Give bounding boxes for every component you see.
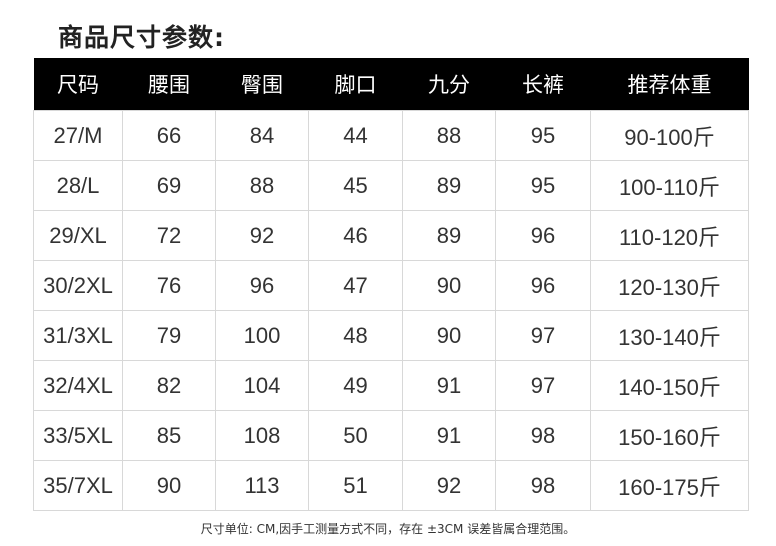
table-cell: 140-150斤 [590, 360, 749, 411]
table-cell: 92 [402, 460, 496, 511]
table-cell: 76 [122, 260, 216, 311]
table-cell: 160-175斤 [590, 460, 749, 511]
table-cell: 120-130斤 [590, 260, 749, 311]
table-cell: 96 [495, 210, 591, 261]
page-title: 商品尺寸参数: [58, 23, 225, 52]
table-cell: 48 [308, 310, 403, 361]
table-cell: 95 [495, 160, 591, 211]
table-cell: 45 [308, 160, 403, 211]
table-cell: 97 [495, 310, 591, 361]
table-cell: 100 [215, 310, 309, 361]
table-cell: 113 [215, 460, 309, 511]
table-cell: 29/XL [33, 210, 123, 261]
table-cell: 98 [495, 460, 591, 511]
table-cell: 85 [122, 410, 216, 461]
table-cell: 79 [122, 310, 216, 361]
column-header: 推荐体重 [590, 58, 749, 111]
column-header: 臀围 [215, 58, 309, 111]
table-cell: 110-120斤 [590, 210, 749, 261]
table-cell: 92 [215, 210, 309, 261]
table-cell: 46 [308, 210, 403, 261]
table-row: 27/M 66 84 44 88 95 90-100斤 [33, 110, 749, 161]
table-cell: 98 [495, 410, 591, 461]
table-cell: 96 [495, 260, 591, 311]
table-row: 32/4XL 82 104 49 91 97 140-150斤 [33, 360, 749, 411]
table-cell: 100-110斤 [590, 160, 749, 211]
table-cell: 88 [402, 110, 496, 161]
table-cell: 90 [402, 260, 496, 311]
size-table: 尺码 腰围 臀围 脚口 九分 长裤 推荐体重 27/M 66 84 44 88 95 90-100斤 28… [33, 58, 749, 511]
table-row: 33/5XL 85 108 50 91 98 150-160斤 [33, 410, 749, 461]
table-cell: 90-100斤 [590, 110, 749, 161]
table-cell: 44 [308, 110, 403, 161]
table-cell: 33/5XL [33, 410, 123, 461]
table-cell: 84 [215, 110, 309, 161]
table-cell: 27/M [33, 110, 123, 161]
table-cell: 130-140斤 [590, 310, 749, 361]
column-header: 腰围 [122, 58, 216, 111]
table-cell: 95 [495, 110, 591, 161]
table-cell: 89 [402, 210, 496, 261]
table-cell: 90 [122, 460, 216, 511]
table-cell: 28/L [33, 160, 123, 211]
column-header: 脚口 [308, 58, 403, 111]
table-cell: 91 [402, 360, 496, 411]
table-cell: 104 [215, 360, 309, 411]
table-cell: 150-160斤 [590, 410, 749, 461]
table-row: 35/7XL 90 113 51 92 98 160-175斤 [33, 460, 749, 511]
column-header: 九分 [402, 58, 496, 111]
table-cell: 96 [215, 260, 309, 311]
table-row: 29/XL 72 92 46 89 96 110-120斤 [33, 210, 749, 261]
table-cell: 35/7XL [33, 460, 123, 511]
measurement-note: 尺寸单位: CM,因手工测量方式不同，存在 ±3CM 误差皆属合理范围。 [200, 522, 576, 536]
table-header-row: 尺码 腰围 臀围 脚口 九分 长裤 推荐体重 [33, 58, 749, 111]
table-row: 31/3XL 79 100 48 90 97 130-140斤 [33, 310, 749, 361]
table-cell: 69 [122, 160, 216, 211]
table-cell: 30/2XL [33, 260, 123, 311]
table-cell: 72 [122, 210, 216, 261]
table-cell: 66 [122, 110, 216, 161]
table-cell: 97 [495, 360, 591, 411]
table-row: 28/L 69 88 45 89 95 100-110斤 [33, 160, 749, 211]
table-row: 30/2XL 76 96 47 90 96 120-130斤 [33, 260, 749, 311]
table-cell: 31/3XL [33, 310, 123, 361]
column-header: 长裤 [495, 58, 591, 111]
table-cell: 91 [402, 410, 496, 461]
table-cell: 49 [308, 360, 403, 411]
table-cell: 32/4XL [33, 360, 123, 411]
column-header: 尺码 [33, 58, 123, 111]
table-cell: 89 [402, 160, 496, 211]
table-cell: 51 [308, 460, 403, 511]
table-cell: 50 [308, 410, 403, 461]
table-cell: 47 [308, 260, 403, 311]
table-cell: 108 [215, 410, 309, 461]
table-cell: 82 [122, 360, 216, 411]
table-cell: 88 [215, 160, 309, 211]
table-cell: 90 [402, 310, 496, 361]
